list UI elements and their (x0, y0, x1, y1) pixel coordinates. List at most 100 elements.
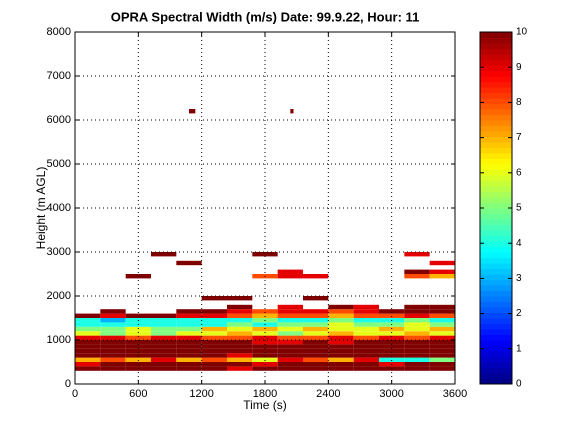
heatmap-cell (201, 331, 227, 336)
heatmap-cell (100, 344, 126, 349)
heatmap-cell (75, 362, 101, 367)
colorbar-swatch (480, 279, 512, 286)
heatmap-cell (176, 366, 202, 371)
y-tick-label: 6000 (47, 114, 71, 126)
colorbar-swatch (480, 241, 512, 247)
heatmap-cell (328, 362, 354, 367)
heatmap-cell (75, 340, 101, 345)
heatmap-cell (404, 362, 430, 367)
heatmap-cell (75, 366, 101, 371)
colorbar-swatch (480, 158, 512, 165)
colorbar-swatch (480, 378, 512, 385)
heatmap-cell (303, 357, 329, 362)
heatmap-cell (353, 309, 379, 314)
colorbar-swatch (480, 103, 512, 110)
heatmap-cell (227, 304, 253, 310)
heatmap-cell (277, 331, 303, 336)
colorbar-swatch (480, 213, 512, 220)
heatmap-cell (277, 304, 303, 310)
heatmap-cell (277, 357, 303, 362)
y-tick-label: 5000 (47, 158, 71, 170)
heatmap-cell (227, 348, 253, 354)
heatmap-cell (429, 304, 455, 310)
x-tick-label: 0 (72, 388, 78, 400)
heatmap-cell (151, 326, 177, 332)
heatmap-cell (176, 340, 202, 345)
heatmap-cell (201, 344, 227, 349)
colorbar-swatch (480, 114, 512, 121)
colorbar-swatch (480, 351, 512, 357)
heatmap-cell (353, 362, 379, 367)
y-axis-label: Height (m AGL) (34, 167, 48, 250)
heatmap-cell (353, 304, 379, 310)
colorbar-swatch (480, 175, 512, 181)
colorbar-swatch (480, 32, 512, 38)
colorbar-swatch (480, 323, 512, 330)
heatmap-cell (328, 348, 354, 354)
x-tick-label: 3000 (379, 388, 403, 400)
colorbar-swatch (480, 147, 512, 154)
heatmap-cell (404, 318, 430, 323)
heatmap-cell (328, 322, 354, 327)
colorbar-swatch (480, 197, 512, 203)
colorbar-swatch (480, 153, 512, 159)
y-tick-label: 4000 (47, 202, 71, 214)
heatmap-cell (404, 366, 430, 371)
heatmap-cell (176, 326, 202, 332)
colorbar-swatch (480, 169, 512, 176)
heatmap-cell (429, 340, 455, 345)
heatmap-cell (277, 353, 303, 358)
colorbar-swatch (480, 345, 512, 352)
heatmap-cell (201, 357, 227, 362)
heatmap-cell (176, 362, 202, 367)
heatmap-cell (176, 318, 202, 323)
heatmap-cell (379, 344, 405, 349)
colorbar-swatch (480, 65, 512, 71)
heatmap-cell (404, 340, 430, 345)
heatmap-cell (277, 344, 303, 349)
heatmap-cell (201, 366, 227, 371)
heatmap-cell (75, 322, 101, 327)
heatmap-cell (176, 322, 202, 327)
heatmap-cell (353, 331, 379, 336)
colorbar-swatch (480, 274, 512, 280)
heatmap-cell (303, 296, 329, 301)
heatmap-cell (404, 269, 430, 274)
colorbar-swatch (480, 285, 512, 291)
colorbar-tick-label: 3 (516, 273, 522, 284)
x-tick-label: 3600 (443, 388, 467, 400)
heatmap-cell (429, 309, 455, 314)
heatmap-cell (125, 353, 151, 358)
heatmap-cell (151, 335, 177, 340)
heatmap-cell (404, 344, 430, 349)
heatmap-cell (176, 348, 202, 354)
heatmap-cell (429, 260, 455, 266)
colorbar-tick-label: 9 (516, 62, 522, 73)
colorbar-swatch (480, 48, 512, 55)
colorbar-swatch (480, 109, 512, 115)
heatmap-cell (252, 344, 278, 349)
y-tick-label: 7000 (47, 70, 71, 82)
colorbar-swatch (480, 373, 512, 379)
heatmap-cell (404, 357, 430, 362)
heatmap-cell (379, 340, 405, 345)
colorbar-swatch (480, 263, 512, 269)
heatmap-cell (353, 313, 379, 318)
heatmap-cell (252, 340, 278, 345)
heatmap-cell (100, 357, 126, 362)
heatmap-cell (353, 353, 379, 358)
heatmap-cell (100, 335, 126, 340)
heatmap-cell (75, 313, 101, 318)
heatmap-cell (227, 344, 253, 349)
colorbar-swatch (480, 312, 512, 319)
heatmap-cell (201, 348, 227, 354)
heatmap-cell (176, 309, 202, 314)
heatmap-cell (151, 353, 177, 358)
heatmap-cell (201, 296, 227, 301)
heatmap-cell (227, 309, 253, 314)
x-tick-label: 1800 (253, 388, 277, 400)
heatmap-cell (404, 309, 430, 314)
x-tick-label: 1200 (189, 388, 213, 400)
heatmap-cell (379, 335, 405, 340)
heatmap-cell (328, 326, 354, 332)
